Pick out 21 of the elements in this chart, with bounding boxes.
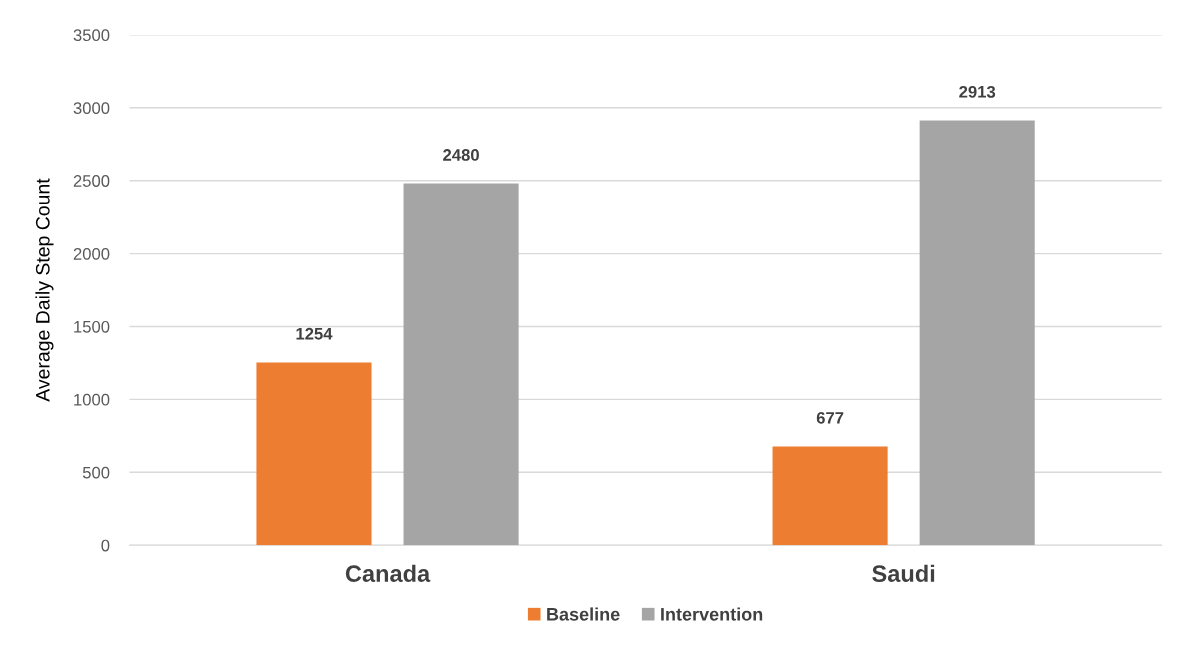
y-tick-label: 0 [101,539,110,552]
x-tick-label: Saudi [872,564,935,583]
data-label: 677 [816,411,844,424]
y-tick-label: 2500 [73,175,110,187]
y-axis-title: Average Daily Step Count [35,178,54,402]
bar [256,362,372,546]
bar [919,120,1035,546]
data-label: 1254 [296,327,333,340]
bar [403,183,519,546]
legend-label: Intervention [661,607,763,621]
y-tick-label: 3000 [73,102,110,114]
y-tick-label: 1000 [74,393,110,406]
y-tick-label: 3500 [73,29,110,42]
y-tick-label: 500 [82,466,110,479]
data-label: 2480 [443,149,479,161]
y-tick-label: 2000 [73,248,110,260]
x-tick-label: Canada [345,564,431,583]
legend-label: Baseline [547,607,620,621]
data-label: 2913 [959,85,996,98]
y-tick-label: 1500 [74,320,110,333]
bar [772,446,888,546]
